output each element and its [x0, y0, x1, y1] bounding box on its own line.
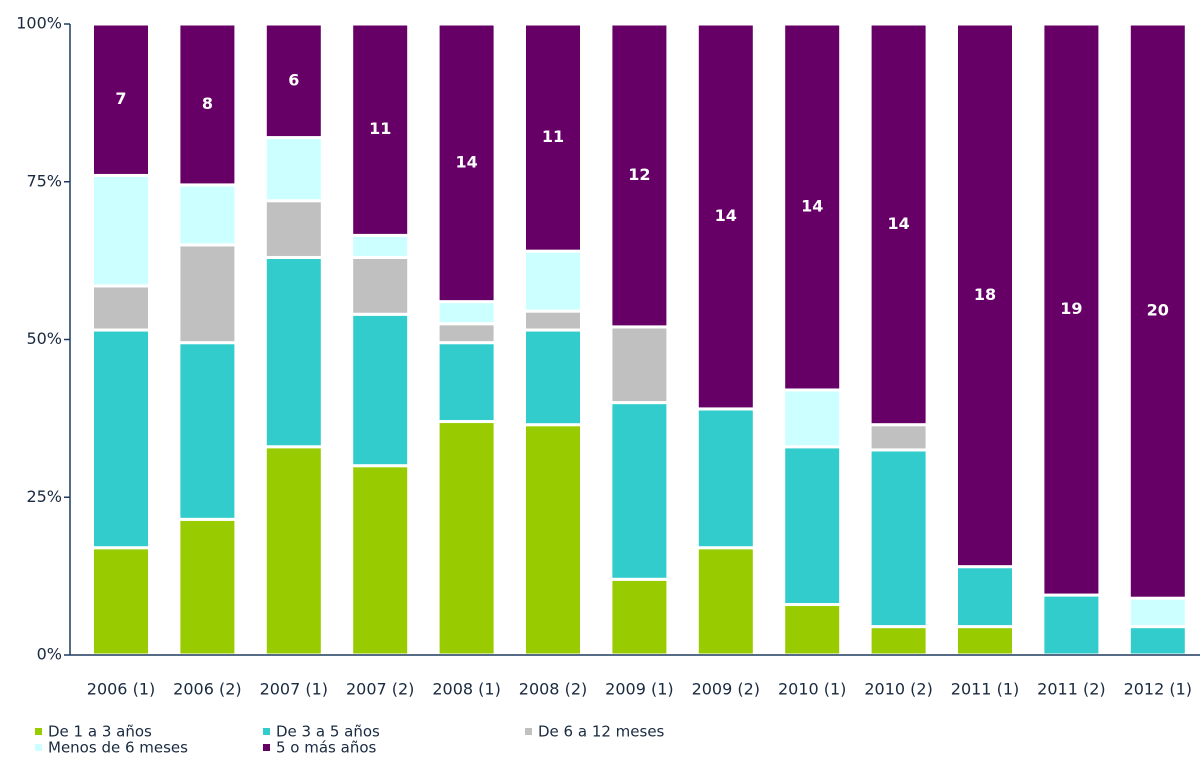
legend-label: Menos de 6 meses	[48, 739, 188, 757]
bar-segment	[177, 243, 238, 345]
x-tick-label: 2006 (2)	[173, 680, 241, 699]
bar-segment	[350, 233, 411, 259]
x-tick-label: 2011 (1)	[951, 680, 1019, 699]
bar-segment	[177, 22, 238, 187]
bar-segment	[695, 546, 756, 657]
x-tick-label: 2007 (2)	[346, 680, 414, 699]
legend-label: 5 o más años	[276, 739, 377, 757]
x-tick-label: 2006 (1)	[87, 680, 155, 699]
bar-segment	[91, 173, 151, 288]
bar-segment	[91, 328, 151, 550]
bar-segment	[436, 341, 497, 424]
data-label: 12	[628, 165, 650, 184]
bar-segment	[91, 546, 151, 657]
bar-segment	[695, 407, 756, 550]
data-label: 6	[288, 70, 299, 89]
bar-segment	[955, 22, 1015, 569]
data-label: 14	[801, 196, 823, 215]
bar-segment	[868, 22, 929, 427]
legend-label: De 3 a 5 años	[276, 723, 380, 741]
x-tick-label: 2010 (1)	[778, 680, 846, 699]
data-label: 14	[887, 214, 909, 233]
bar-segment	[263, 22, 324, 140]
y-tick-label: 0%	[37, 645, 62, 664]
bar-segment	[868, 625, 929, 657]
bar-segment	[177, 517, 238, 657]
bar-segment	[1127, 22, 1188, 600]
bar-segment	[1041, 593, 1102, 657]
x-tick-label: 2009 (2)	[692, 680, 760, 699]
y-tick-label: 25%	[26, 487, 62, 506]
bar-segment	[436, 420, 497, 657]
bar-segment	[782, 388, 843, 449]
bar-segment	[609, 22, 670, 329]
legend-swatch	[35, 728, 42, 735]
bar-segment	[436, 322, 497, 345]
bar-segment	[523, 249, 583, 313]
bar-segment	[695, 22, 756, 411]
legend-swatch	[263, 728, 270, 735]
bar-segment	[868, 423, 929, 452]
bar-segment	[436, 300, 497, 326]
bar-segment	[609, 325, 670, 405]
bar-segment	[177, 341, 238, 521]
bar-segment	[609, 401, 670, 581]
bar-segment	[263, 199, 324, 259]
data-label: 11	[542, 127, 564, 146]
data-label: 8	[202, 94, 213, 113]
bar-segment	[1127, 625, 1188, 657]
legend-swatch	[263, 744, 270, 751]
bar-segment	[609, 577, 670, 657]
data-label: 11	[369, 119, 391, 138]
data-label: 7	[115, 89, 126, 108]
bar-segment	[350, 464, 411, 657]
bar-segment	[436, 22, 497, 304]
bar-segment	[782, 603, 843, 657]
bar-segment	[350, 312, 411, 468]
bar-segment	[955, 565, 1015, 629]
bar-segment	[1041, 22, 1102, 597]
x-tick-label: 2008 (1)	[432, 680, 500, 699]
bar-segment	[955, 625, 1015, 657]
data-label: 18	[974, 285, 996, 304]
legend-label: De 6 a 12 meses	[538, 723, 665, 741]
y-tick-label: 50%	[26, 329, 62, 348]
bar-segment	[263, 445, 324, 657]
x-tick-label: 2011 (2)	[1037, 680, 1105, 699]
x-tick-label: 2008 (2)	[519, 680, 587, 699]
y-tick-label: 75%	[26, 171, 62, 190]
bar-segment	[782, 22, 843, 392]
legend-swatch	[525, 728, 532, 735]
bar-segment	[523, 328, 583, 427]
bar-segment	[868, 448, 929, 629]
data-label: 14	[455, 152, 477, 171]
bar-segment	[523, 22, 583, 253]
x-tick-label: 2009 (1)	[605, 680, 673, 699]
bar-segment	[350, 255, 411, 316]
bar-segment	[91, 284, 151, 332]
x-tick-label: 2010 (2)	[864, 680, 932, 699]
x-tick-label: 2007 (1)	[260, 680, 328, 699]
data-label: 14	[715, 206, 737, 225]
legend-swatch	[35, 744, 42, 751]
bar-segment	[350, 22, 411, 237]
bar-segment	[91, 22, 151, 177]
data-label: 19	[1060, 299, 1082, 318]
legend-label: De 1 a 3 años	[48, 723, 152, 741]
bar-segment	[263, 136, 324, 203]
x-tick-label: 2012 (1)	[1124, 680, 1192, 699]
bar-segment	[523, 423, 583, 657]
bar-segment	[523, 309, 583, 332]
bar-segment	[782, 445, 843, 607]
bar-segment	[263, 255, 324, 449]
data-label: 20	[1147, 301, 1169, 320]
y-tick-label: 100%	[16, 14, 62, 33]
bar-segment	[1127, 596, 1188, 629]
bar-segment	[177, 183, 238, 247]
